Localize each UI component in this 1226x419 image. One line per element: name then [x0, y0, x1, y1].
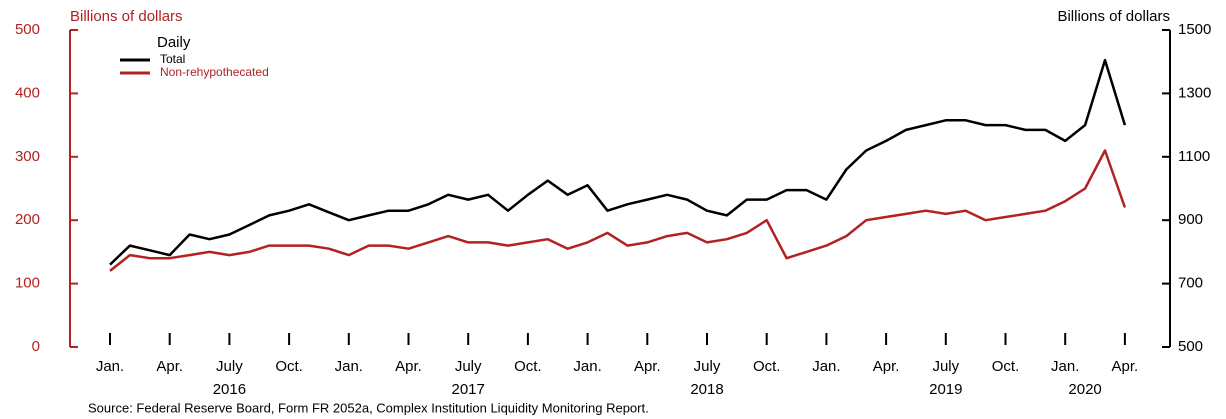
- y2-tick-label: 1500: [1178, 21, 1211, 38]
- year-label: 2019: [929, 381, 962, 398]
- line-series: [109, 58, 1127, 266]
- x-tick-label: July: [932, 358, 959, 375]
- x-tick-label: Jan.: [812, 358, 840, 375]
- x-tick-label: Oct.: [992, 358, 1020, 375]
- y2-tick-label: 1300: [1178, 84, 1211, 101]
- x-tick-label: Apr.: [1112, 358, 1139, 375]
- x-tick-label: Apr.: [873, 358, 900, 375]
- x-tick-label: July: [216, 358, 243, 375]
- y-tick-label: 0: [32, 338, 40, 355]
- x-tick-label: Jan.: [335, 358, 363, 375]
- y2-tick-label: 700: [1178, 275, 1203, 292]
- year-label: 2016: [213, 381, 246, 398]
- y-tick-label: 500: [15, 21, 40, 38]
- source-note: Source: Federal Reserve Board, Form FR 2…: [88, 400, 649, 415]
- x-tick-label: Oct.: [514, 358, 542, 375]
- x-tick-label: Oct.: [753, 358, 781, 375]
- year-label: 2020: [1068, 381, 1101, 398]
- y-tick-label: 100: [15, 275, 40, 292]
- y-tick-label: 300: [15, 148, 40, 165]
- y2-tick-label: 900: [1178, 211, 1203, 228]
- x-tick-label: Apr.: [634, 358, 661, 375]
- year-label: 2017: [452, 381, 485, 398]
- legend-title: Daily: [157, 34, 191, 51]
- y2-axis-label: Billions of dollars: [1057, 8, 1170, 25]
- y-axis-label: Billions of dollars: [70, 8, 183, 25]
- y2-tick-label: 500: [1178, 338, 1203, 355]
- legend-label: Total: [160, 52, 185, 66]
- x-tick-label: July: [694, 358, 721, 375]
- y-tick-label: 400: [15, 84, 40, 101]
- y-tick-label: 200: [15, 211, 40, 228]
- x-tick-label: July: [455, 358, 482, 375]
- x-tick-label: Jan.: [573, 358, 601, 375]
- line-series: [109, 149, 1127, 272]
- x-tick-label: Oct.: [275, 358, 303, 375]
- x-tick-label: Jan.: [96, 358, 124, 375]
- year-label: 2018: [690, 381, 723, 398]
- x-tick-label: Apr.: [395, 358, 422, 375]
- legend-label: Non-rehypothecated: [160, 65, 269, 79]
- y2-tick-label: 1100: [1178, 148, 1210, 165]
- x-tick-label: Jan.: [1051, 358, 1079, 375]
- x-tick-label: Apr.: [156, 358, 183, 375]
